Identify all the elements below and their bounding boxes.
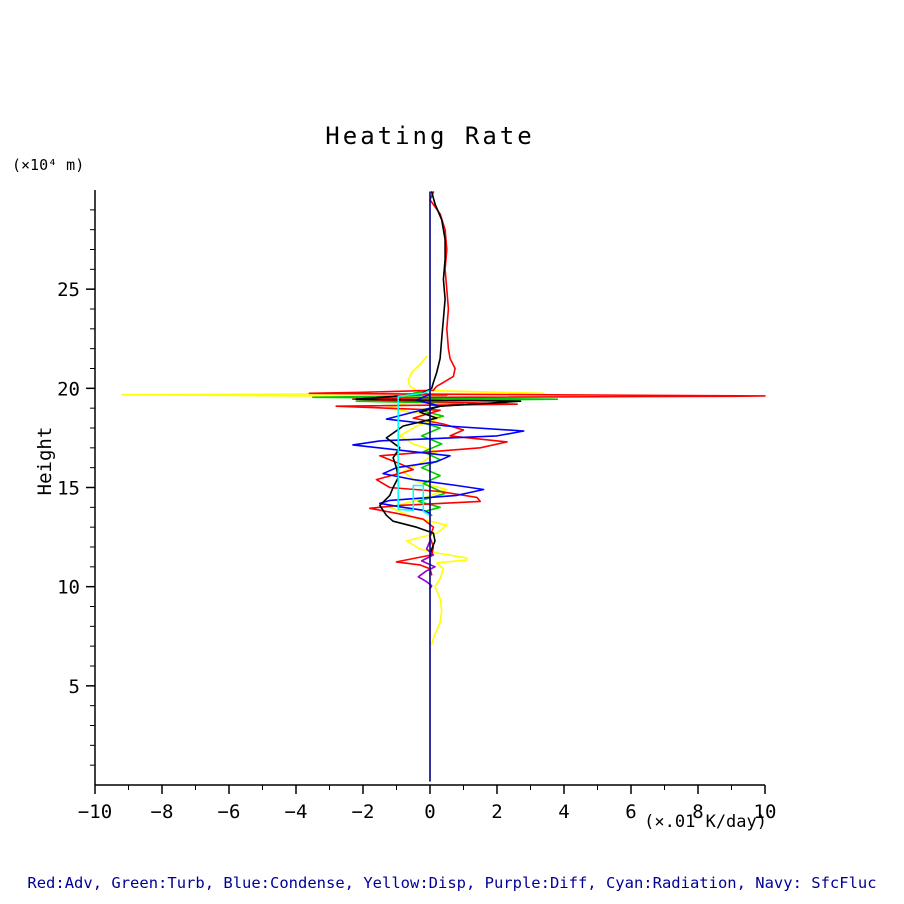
- y-tick-label: 5: [69, 676, 80, 698]
- y-axis-label: Height: [34, 426, 56, 496]
- chart-title: Heating Rate: [325, 122, 535, 150]
- x-tick-label: −4: [285, 801, 308, 823]
- y-tick-label: 10: [57, 577, 80, 599]
- series-total-black-line: [355, 191, 522, 558]
- x-tick-label: 2: [491, 801, 502, 823]
- x-tick-label: −6: [218, 801, 241, 823]
- x-tick-label: 10: [754, 801, 777, 823]
- x-tick-label: −2: [352, 801, 375, 823]
- series-radiation-line: [397, 389, 431, 517]
- x-tick-label: −8: [151, 801, 174, 823]
- x-axis-units: (×.01 K/day): [644, 812, 767, 832]
- series-disp-line: [121, 355, 545, 646]
- legend: Red:Adv, Green:Turb, Blue:Condense, Yell…: [27, 874, 877, 892]
- series-adv-line: [308, 191, 766, 576]
- x-tick-label: 6: [625, 801, 636, 823]
- series-condense-line: [352, 393, 525, 515]
- x-tick-label: 8: [692, 801, 703, 823]
- y-tick-label: 25: [57, 279, 80, 301]
- y-tick-label: 15: [57, 478, 80, 500]
- series-turb-line: [311, 389, 559, 517]
- x-tick-label: 4: [558, 801, 569, 823]
- x-tick-label: 0: [424, 801, 435, 823]
- y-axis-units: (×10⁴ m): [12, 156, 85, 174]
- x-tick-label: −10: [78, 801, 112, 823]
- y-tick-label: 20: [57, 378, 80, 400]
